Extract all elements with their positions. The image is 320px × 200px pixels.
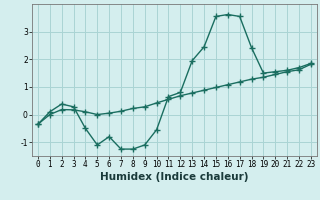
X-axis label: Humidex (Indice chaleur): Humidex (Indice chaleur) <box>100 172 249 182</box>
